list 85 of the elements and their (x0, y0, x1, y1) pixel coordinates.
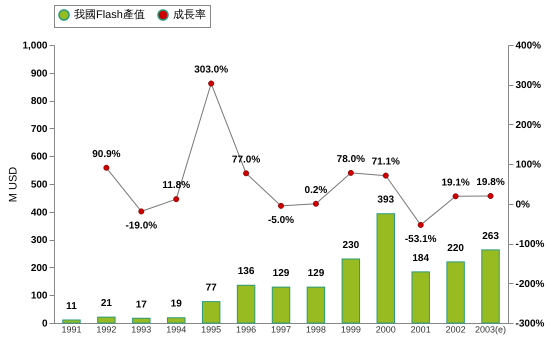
legend-label: 成長率 (173, 8, 206, 21)
y2-tick-label: 100% (516, 160, 542, 171)
bar (411, 271, 430, 324)
bar (376, 213, 395, 324)
point (488, 193, 494, 199)
y2-tick-label: 400% (516, 40, 542, 52)
y-axis-title: M USD (7, 166, 20, 202)
y-tick-label: 100 (30, 290, 48, 302)
bar (132, 318, 151, 324)
data-label: 19 (170, 298, 182, 310)
x-tick-label: 1999 (340, 324, 361, 334)
y-tick-label: 600 (30, 152, 48, 163)
y2-tick-label: 0% (516, 199, 530, 210)
data-label: 78.0% (336, 154, 366, 165)
y2-tick-label: -100% (516, 239, 545, 250)
data-label: 19.1% (441, 177, 470, 188)
y-tick-label: 200 (30, 262, 48, 274)
point (382, 172, 389, 179)
x-tick-label: 1995 (201, 324, 222, 334)
bar (306, 286, 326, 324)
data-label: 77 (206, 282, 218, 294)
data-label: 19.8% (476, 176, 505, 188)
point (312, 200, 319, 207)
data-label: 129 (308, 268, 325, 280)
data-label: -19.0% (125, 220, 158, 232)
y-tick-label: 1,000 (22, 40, 48, 52)
y-tick-label: 300 (30, 235, 48, 246)
x-tick-label: 1994 (166, 324, 186, 334)
y-tick-label: 0 (42, 318, 48, 330)
bar (342, 258, 360, 324)
y2-tick-label: 200% (516, 120, 542, 131)
data-label: 90.9% (92, 148, 121, 160)
bar (236, 284, 256, 324)
bar (167, 317, 186, 324)
x-tick-label: 1991 (61, 324, 82, 334)
data-label: 21 (100, 298, 112, 310)
point (452, 193, 459, 200)
y-tick-label: 900 (30, 68, 48, 80)
data-label: 17 (136, 299, 148, 310)
bar (446, 261, 465, 324)
point (103, 164, 110, 171)
data-label: 303.0% (194, 64, 228, 76)
data-label: 11.8% (162, 180, 190, 192)
data-label: -53.1% (404, 234, 437, 245)
bar (481, 249, 500, 324)
x-tick-label: 1992 (96, 324, 116, 334)
data-label: 184 (412, 252, 430, 264)
data-label: 0.2% (304, 184, 328, 196)
data-label: 77.0% (232, 154, 260, 166)
point (208, 80, 214, 87)
y2-tick-label: -200% (516, 278, 545, 290)
data-label: 263 (482, 230, 500, 242)
data-label: 11 (66, 300, 78, 312)
data-label: 220 (447, 242, 464, 254)
x-tick-label: 2003(e) (475, 324, 506, 334)
x-tick-label: 1996 (236, 324, 256, 334)
bar (62, 319, 81, 324)
data-label: 393 (377, 194, 395, 206)
point (138, 208, 144, 214)
y-tick-label: 400 (30, 207, 48, 218)
data-label: 230 (342, 240, 360, 252)
data-label: 136 (238, 266, 255, 278)
point (418, 222, 424, 228)
x-tick-label: 1993 (131, 324, 152, 334)
legend-label: 我國Flash產值 (74, 8, 145, 21)
data-label: 71.1% (372, 156, 400, 168)
data-label: -5.0% (268, 214, 294, 226)
point (278, 202, 284, 209)
y2-tick-label: -300% (516, 318, 545, 330)
bar (272, 286, 290, 324)
x-tick-label: 2000 (376, 324, 396, 334)
y-tick-label: 500 (30, 180, 48, 190)
x-tick-label: 2002 (446, 324, 466, 334)
bar (97, 316, 116, 324)
point (243, 170, 250, 176)
point (173, 196, 180, 202)
x-tick-label: 2001 (410, 324, 431, 334)
y2-tick-label: 300% (516, 80, 542, 92)
data-label: 129 (272, 268, 290, 280)
bar (202, 301, 220, 324)
point (348, 170, 354, 176)
y-tick-label: 700 (30, 124, 48, 135)
x-tick-label: 1998 (306, 324, 326, 334)
x-tick-label: 1997 (270, 324, 292, 334)
y-tick-label: 800 (30, 96, 48, 108)
